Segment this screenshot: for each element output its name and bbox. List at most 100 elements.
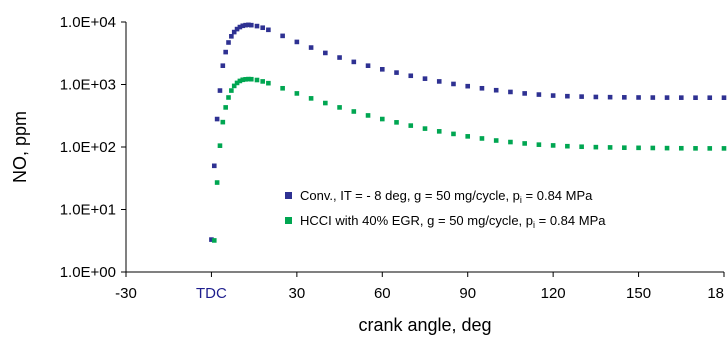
data-point [408,73,414,79]
data-point [211,163,217,169]
data-point [593,94,599,100]
data-point [246,76,251,82]
data-point [394,70,399,75]
data-point [550,93,556,98]
series-0 [209,22,727,242]
data-point [223,49,228,55]
data-point [707,95,713,100]
data-point [650,95,656,100]
data-point [337,105,342,110]
data-point [365,113,371,118]
data-point [693,146,698,151]
data-point [217,143,223,148]
data-point [249,22,254,28]
x-tick-label: 30 [289,285,306,302]
x-tick-label: 90 [459,285,476,302]
data-point [266,27,271,33]
data-point [622,95,627,100]
data-point [493,138,499,143]
data-point [211,238,217,243]
data-point [229,34,234,39]
data-point [465,83,471,89]
y-axis-title: NO, ppm [10,111,30,183]
data-point [707,146,713,151]
data-point [234,80,240,86]
legend-marker-conv [285,192,292,199]
data-point [693,95,698,100]
legend-entry-hcci: HCCI with 40% EGR, g = 50 mg/cycle, pi =… [285,213,606,230]
data-point [337,55,342,60]
data-point [379,116,385,122]
data-point [721,146,727,151]
plot-area [125,22,724,273]
data-point [220,63,226,68]
data-point [436,79,442,84]
data-point [231,29,237,35]
x-ticks: -30 TDC 30 60 90 120 150 18 [115,272,725,302]
data-point [217,88,223,93]
data-point [536,92,542,97]
data-point [664,145,670,151]
data-point [294,91,300,96]
data-point [536,142,542,147]
data-point [260,79,265,84]
data-point [607,145,613,150]
data-point [351,59,357,65]
data-point [422,76,428,81]
data-point [243,22,248,28]
data-point [607,94,613,100]
data-point [451,131,456,137]
data-point [436,129,442,134]
data-point [379,67,385,72]
data-point [240,23,246,29]
y-tick-label: 1.0E+03 [60,77,116,94]
data-point [451,81,456,87]
data-point [280,85,285,91]
data-point [508,139,513,145]
x-tick-label: 150 [626,285,651,302]
data-point [565,143,570,149]
data-point [408,123,414,128]
data-point [636,95,641,100]
legend-label-hcci: HCCI with 40% EGR, g = 50 mg/cycle, pi =… [300,213,606,230]
legend-marker-hcci [285,217,292,224]
data-point [721,95,727,100]
data-point [636,145,641,151]
data-point [246,22,251,28]
data-point [323,100,328,106]
data-point [266,80,271,86]
data-point [622,145,627,150]
data-point [243,77,248,82]
series-1 [211,76,727,243]
data-point [254,77,260,83]
data-point [678,145,684,151]
data-point [479,136,485,141]
y-tick-label: 1.0E+04 [60,14,116,31]
data-point [565,93,570,99]
data-point [308,45,314,50]
data-point [351,109,357,114]
data-point [664,95,670,100]
data-point [593,144,599,150]
legend: Conv., IT = - 8 deg, g = 50 mg/cycle, pi… [285,188,606,230]
data-point [508,89,513,95]
data-point [237,78,243,84]
data-point [260,25,265,31]
data-point [294,39,300,45]
data-point [214,180,220,185]
data-point [240,77,246,83]
legend-label-conv: Conv., IT = - 8 deg, g = 50 mg/cycle, pi… [300,188,593,205]
x-tick-label: 120 [541,285,566,302]
data-point [231,83,237,89]
data-point [249,76,254,82]
y-tick-label: 1.0E+01 [60,202,116,219]
data-point [220,119,226,125]
data-point [465,134,471,139]
data-point [522,141,527,146]
data-point [493,87,499,93]
data-point [209,237,214,242]
y-ticks: 1.0E+00 1.0E+01 1.0E+02 1.0E+03 1.0E+04 [60,14,126,281]
data-point [214,116,220,122]
data-point [323,50,328,56]
